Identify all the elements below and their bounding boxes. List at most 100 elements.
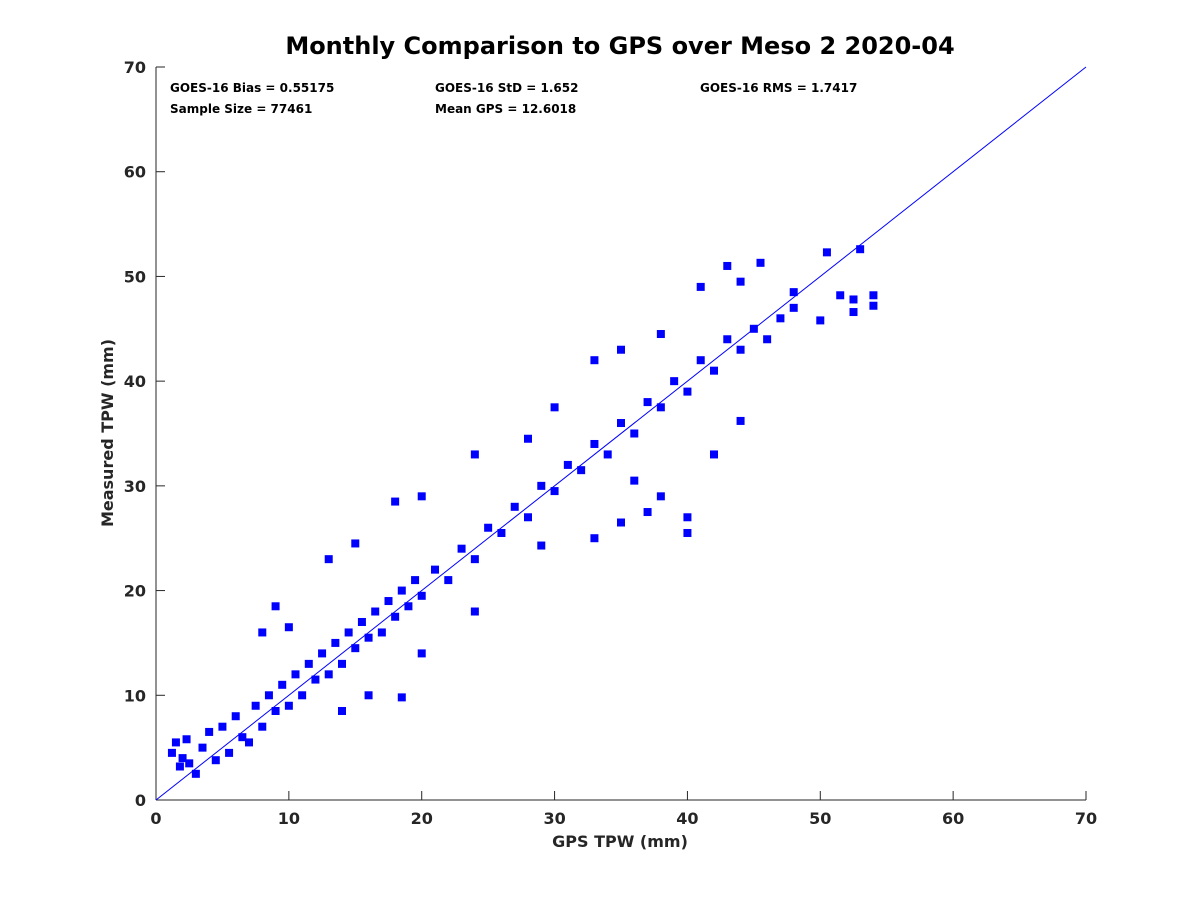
data-point (291, 670, 300, 679)
data-point (251, 701, 260, 710)
data-point (756, 258, 765, 267)
data-point (736, 277, 745, 286)
y-tick-label: 40 (124, 372, 146, 391)
data-point (670, 377, 679, 386)
y-tick-label: 20 (124, 582, 146, 601)
y-tick-label: 60 (124, 163, 146, 182)
data-point (278, 680, 287, 689)
stat-std: GOES-16 StD = 1.652 (435, 81, 578, 95)
data-point (182, 735, 191, 744)
data-point (318, 649, 327, 658)
data-point (431, 565, 439, 574)
data-point (298, 691, 307, 700)
data-point (178, 754, 187, 763)
data-point (836, 291, 845, 300)
x-tick-label: 40 (676, 809, 698, 828)
data-point (537, 541, 546, 550)
data-point (590, 356, 599, 365)
data-point (617, 419, 625, 428)
one-to-one-reference-line (155, 66, 1087, 801)
stat-bias: GOES-16 Bias = 0.55175 (170, 81, 334, 95)
data-point (656, 403, 665, 412)
data-point (284, 623, 293, 632)
data-point (218, 722, 227, 731)
data-point (869, 291, 878, 300)
data-point (603, 450, 612, 459)
data-point (417, 649, 426, 658)
data-point (470, 450, 479, 459)
data-point (537, 481, 546, 490)
data-point (789, 288, 798, 297)
data-point (696, 282, 705, 291)
data-point (617, 518, 625, 527)
data-point (590, 534, 599, 543)
y-tick-label: 70 (124, 58, 146, 77)
data-point (776, 314, 785, 323)
stat-sample-size: Sample Size = 77461 (170, 102, 312, 116)
data-point (417, 492, 426, 501)
data-point (417, 591, 426, 600)
data-point (404, 602, 413, 611)
data-point (175, 762, 184, 771)
data-point (643, 508, 652, 517)
data-point (364, 691, 373, 700)
data-point (696, 356, 705, 365)
data-point (185, 759, 194, 768)
data-point (643, 398, 652, 407)
data-point (245, 738, 253, 747)
data-point (338, 659, 346, 668)
data-point (324, 555, 333, 564)
y-axis-label: Measured TPW (mm) (98, 339, 117, 527)
data-point (397, 693, 406, 702)
data-point (391, 612, 400, 621)
x-tick-label: 30 (543, 809, 565, 828)
data-point (351, 539, 360, 548)
chart-title: Monthly Comparison to GPS over Meso 2 20… (285, 32, 954, 60)
data-point (344, 628, 353, 637)
data-point (497, 528, 506, 537)
data-point (856, 245, 865, 254)
data-point (351, 644, 360, 653)
stat-rms: GOES-16 RMS = 1.7417 (700, 81, 857, 95)
x-tick-label: 60 (942, 809, 964, 828)
data-point (656, 492, 665, 501)
data-point (577, 466, 586, 475)
data-point (723, 335, 732, 344)
data-point (510, 502, 519, 511)
data-point (736, 345, 745, 354)
data-point (524, 513, 532, 522)
data-point (211, 756, 220, 765)
data-point (324, 670, 333, 679)
data-point (723, 261, 732, 270)
x-axis-label: GPS TPW (mm) (552, 832, 688, 851)
x-axis-ticks: 0 10 20 30 40 50 60 70 (150, 791, 1097, 828)
data-point (470, 555, 479, 564)
data-point (849, 295, 858, 304)
data-point (357, 617, 366, 626)
data-point (167, 748, 176, 757)
scatter-points (167, 245, 878, 778)
plot-area: 0 10 20 30 40 50 60 70 0 10 20 30 40 50 60 70 (124, 58, 1097, 828)
data-point (198, 743, 207, 752)
data-point (191, 769, 200, 778)
x-tick-label: 20 (411, 809, 433, 828)
y-tick-label: 30 (124, 477, 146, 496)
data-point (171, 738, 180, 747)
data-point (231, 712, 240, 721)
data-point (391, 497, 400, 506)
y-tick-label: 50 (124, 267, 146, 286)
data-point (524, 434, 532, 443)
data-point (710, 450, 718, 459)
stat-mean-gps: Mean GPS = 12.6018 (435, 102, 576, 116)
data-point (816, 316, 825, 325)
data-point (736, 416, 745, 425)
data-point (304, 659, 313, 668)
data-point (331, 638, 340, 647)
data-point (457, 544, 466, 553)
data-point (590, 439, 599, 448)
data-point (384, 597, 393, 606)
data-point (683, 513, 692, 522)
data-point (630, 476, 639, 485)
data-point (284, 701, 293, 710)
